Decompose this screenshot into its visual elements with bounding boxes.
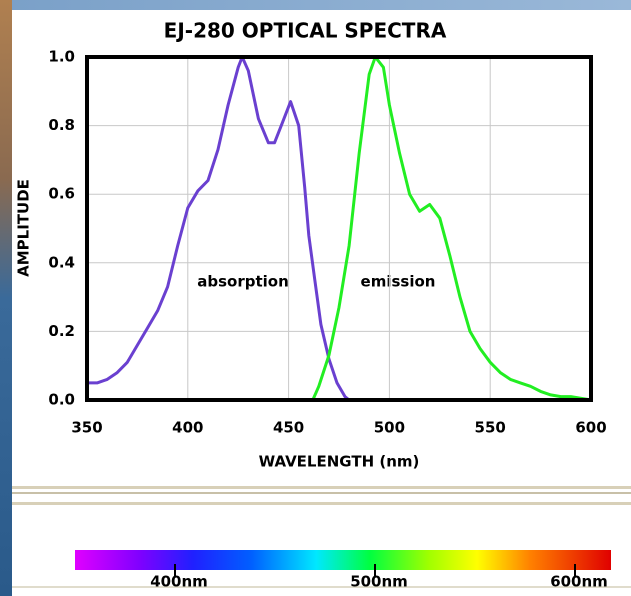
y-tick-label: 0.8 — [48, 116, 75, 134]
top-band — [0, 0, 631, 10]
separator — [12, 502, 631, 505]
y-tick-label: 0.2 — [48, 322, 75, 340]
annotation: absorption — [197, 273, 289, 291]
data-line — [87, 55, 351, 402]
chart-title: EJ-280 OPTICAL SPECTRA — [164, 19, 447, 43]
y-tick-label: 0.4 — [48, 253, 75, 271]
data-line — [311, 55, 592, 402]
separator — [12, 586, 631, 588]
x-tick-label: 500 — [374, 419, 405, 437]
x-tick-label: 400 — [172, 419, 203, 437]
separator — [12, 492, 631, 494]
y-tick-label: 0.6 — [48, 185, 75, 203]
y-tick-label: 1.0 — [48, 48, 75, 66]
x-tick-label: 400nm — [150, 573, 208, 591]
x-tick-label: 500nm — [350, 573, 408, 591]
separator — [12, 486, 631, 489]
x-axis-label: WAVELENGTH (nm) — [259, 453, 420, 471]
x-tick-label: 600 — [575, 419, 606, 437]
x-tick-label: 550 — [475, 419, 506, 437]
y-tick-label: 0.0 — [48, 391, 75, 409]
side-band — [0, 0, 12, 596]
x-tick-label: 350 — [71, 419, 102, 437]
annotation: emission — [361, 273, 436, 291]
x-tick-label: 450 — [273, 419, 304, 437]
y-axis-label: AMPLITUDE — [15, 179, 33, 277]
x-tick-label: 600nm — [550, 573, 608, 591]
spectrum-bar — [75, 550, 611, 570]
plot-frame — [85, 55, 593, 402]
